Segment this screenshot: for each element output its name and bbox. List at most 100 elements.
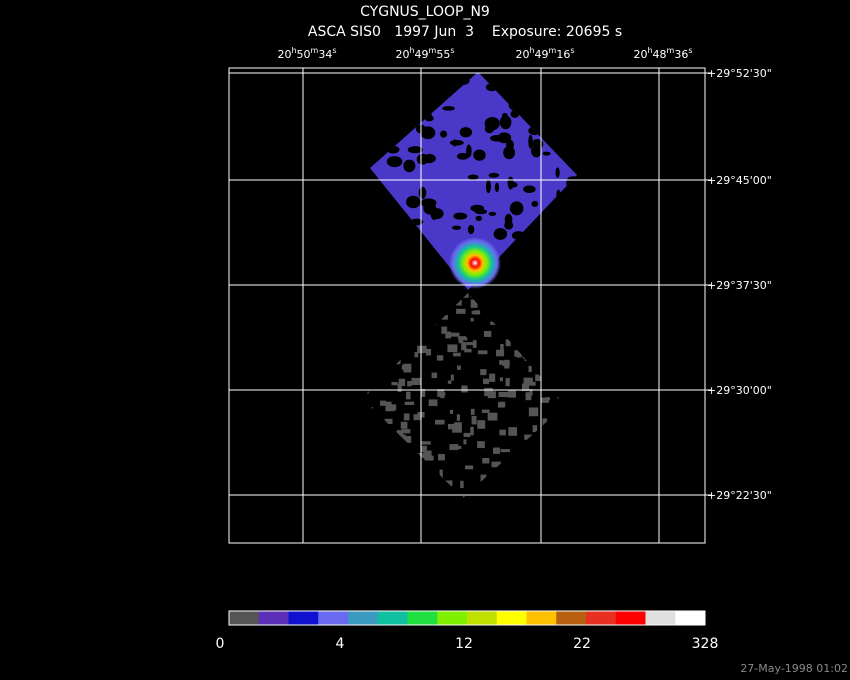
ra-label-part: 20 [515, 48, 529, 61]
hole [442, 106, 455, 111]
count-patch [424, 450, 432, 459]
count-patch [543, 359, 550, 365]
hole [531, 139, 544, 150]
count-patch [422, 476, 429, 481]
count-patch [559, 489, 565, 498]
count-patch [389, 435, 398, 443]
count-patch [529, 389, 533, 396]
count-patch [366, 316, 371, 321]
hole [374, 131, 384, 146]
hole [416, 91, 429, 96]
count-patch [522, 320, 530, 326]
hole [489, 134, 505, 142]
hole [525, 106, 532, 112]
count-patch [525, 463, 533, 472]
hole [386, 93, 403, 102]
hole [403, 159, 416, 173]
count-patch [386, 464, 390, 469]
ra-label-part: m [549, 46, 557, 55]
hole [406, 195, 421, 209]
point-source [449, 237, 501, 289]
count-patch [556, 455, 563, 462]
dec-label: +29°30'00" [707, 384, 772, 397]
count-patch [489, 373, 496, 382]
hole [488, 211, 497, 216]
count-patch [556, 318, 565, 327]
count-patch [457, 365, 461, 370]
hole [452, 139, 457, 147]
hole [440, 130, 448, 138]
count-patch [525, 331, 529, 337]
colorbar-cell [645, 611, 676, 625]
count-patch [450, 374, 454, 381]
ra-label-part: s [570, 46, 574, 55]
count-patch [557, 423, 565, 431]
count-patch [438, 454, 445, 461]
dec-label: +29°37'30" [707, 279, 772, 292]
grid: 20h50m34s 20h49m55s 20h49m16s 20h48m36s+29°… [229, 46, 772, 543]
count-patch [553, 337, 562, 344]
count-patch [510, 305, 520, 309]
count-patch [477, 350, 488, 355]
hole [470, 204, 485, 212]
count-patch [386, 404, 391, 411]
count-patch [481, 409, 490, 414]
count-patch [402, 435, 412, 443]
hole [430, 208, 444, 220]
hole [418, 186, 427, 199]
ra-label-part: m [667, 46, 675, 55]
hole [511, 231, 526, 240]
count-patch [369, 453, 374, 460]
count-patch [447, 380, 452, 384]
count-patch [515, 471, 522, 478]
count-patch [491, 296, 500, 302]
count-patch [414, 352, 419, 358]
count-patch [405, 391, 411, 400]
count-patch [520, 331, 524, 335]
count-patch [483, 298, 489, 304]
count-patch [542, 418, 547, 427]
count-patch [424, 455, 434, 461]
count-patch [454, 422, 462, 427]
count-patch [497, 303, 502, 310]
count-patch [374, 425, 383, 432]
ra-label-part: 55 [436, 48, 450, 61]
ra-label-part: h [291, 46, 296, 55]
count-patch [404, 401, 415, 406]
count-patch [513, 474, 520, 478]
count-patch [463, 432, 471, 437]
count-patch [474, 298, 480, 304]
count-patch [403, 363, 412, 373]
count-patch [474, 310, 481, 315]
colorbar-cell [615, 611, 646, 625]
hole [427, 112, 432, 118]
hole [555, 143, 560, 154]
count-patch [491, 461, 501, 468]
count-patch [413, 414, 421, 421]
count-patch [551, 467, 560, 471]
count-patch [499, 360, 503, 365]
count-patch [528, 365, 532, 373]
hole [501, 112, 508, 118]
count-patch [380, 400, 387, 406]
colorbar-cell [675, 611, 706, 625]
ra-label-part: 20 [395, 48, 409, 61]
count-patch [401, 429, 411, 434]
count-patch [514, 352, 521, 356]
hole [467, 224, 475, 235]
count-patch [541, 326, 549, 336]
hole [456, 152, 469, 160]
count-patch [445, 480, 453, 487]
count-patch [552, 313, 560, 320]
colorbar-frame [228, 610, 706, 626]
count-patch [452, 426, 462, 433]
ra-label-part: 49 [535, 48, 549, 61]
count-patch [363, 370, 369, 374]
hole [499, 115, 512, 130]
count-patch [484, 387, 493, 397]
hole [454, 76, 470, 86]
count-patch [456, 308, 466, 314]
hole [506, 139, 514, 151]
count-patch [530, 474, 539, 483]
count-patch [451, 299, 462, 306]
